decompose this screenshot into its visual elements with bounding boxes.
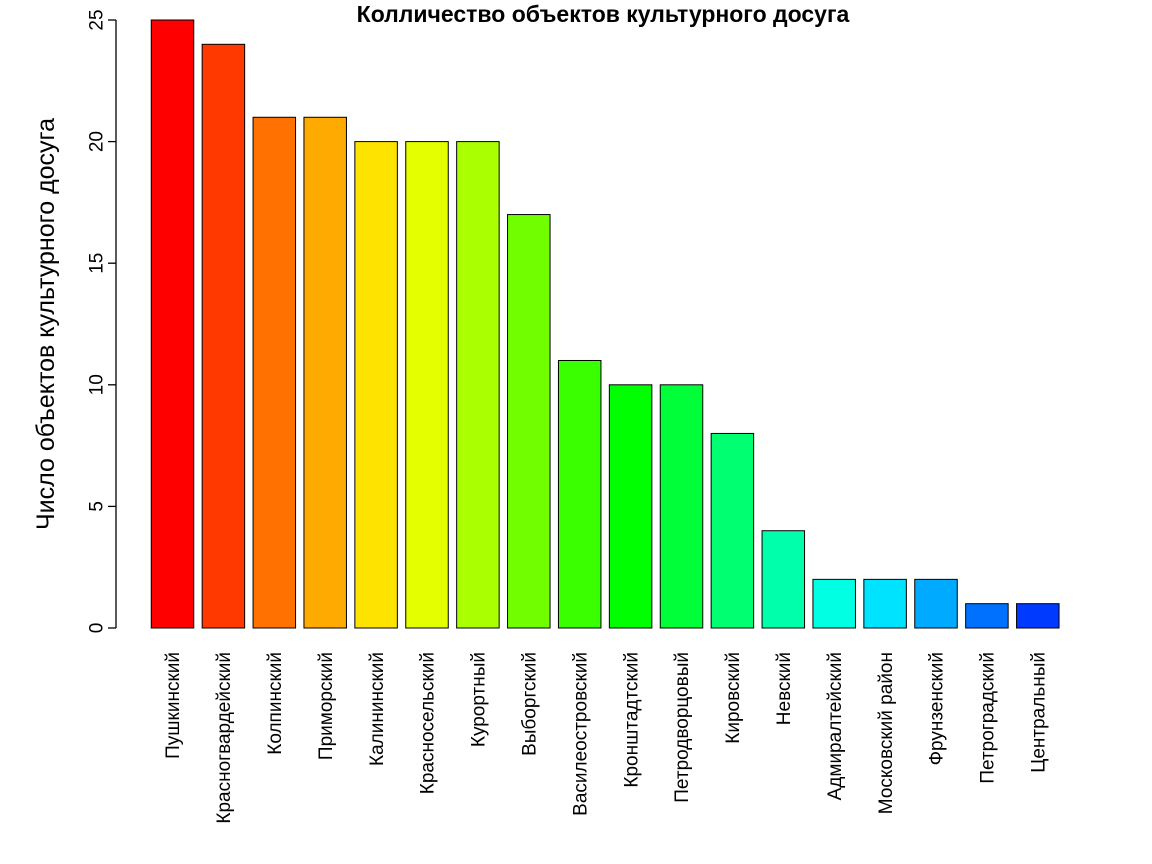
x-category-label: Адмиралтейский [825, 652, 846, 800]
x-category-label: Пушкинский [163, 652, 184, 759]
bars-group [150, 19, 1060, 629]
y-axis: 0 5 10 15 20 25 [87, 9, 117, 634]
bar [761, 530, 806, 629]
bar [965, 603, 1009, 629]
bar [354, 141, 398, 629]
x-category-label: Красногвардейский [214, 652, 235, 824]
x-category-label: Калининский [367, 652, 388, 766]
bar [557, 359, 602, 629]
bar [710, 432, 755, 629]
y-tick-label: 5 [87, 501, 108, 512]
bar [608, 384, 653, 629]
bar [405, 141, 449, 629]
y-tick-label: 15 [87, 253, 108, 274]
chart-title: Колличество объектов культурного досуга [357, 1, 850, 27]
x-category-label: Выборгский [519, 652, 540, 756]
x-category-label: Петроградский [978, 652, 999, 784]
y-tick-label: 0 [87, 623, 108, 634]
y-axis-label: Число объектов культурного досуга [32, 118, 60, 530]
x-category-label: Колпинский [265, 652, 286, 755]
y-tick-label: 20 [87, 131, 108, 152]
x-category-label: Кировский [723, 652, 744, 744]
x-category-label: Невский [774, 652, 795, 725]
bar [303, 116, 347, 629]
x-category-label: Фрунзенский [927, 652, 948, 765]
x-category-label: Курортный [469, 652, 490, 747]
bar [150, 19, 195, 629]
x-category-label: Центральный [1028, 652, 1049, 773]
bar [456, 141, 500, 629]
x-category-label: Московский район [876, 652, 897, 814]
x-category-label: Василеостровский [570, 652, 591, 816]
bar [659, 384, 704, 629]
bar [252, 116, 297, 629]
category-labels-group: Пушкинский Красногвардейский Колпинский При… [163, 652, 1049, 824]
x-category-label: Приморский [316, 652, 337, 760]
x-category-label: Кронштадтский [621, 652, 642, 788]
y-tick-label: 25 [87, 9, 108, 30]
bar [914, 578, 958, 629]
bar [201, 43, 246, 629]
bar [507, 214, 551, 629]
x-category-label: Петродворцовый [672, 652, 693, 803]
x-category-label: Красносельский [418, 652, 439, 794]
bar [1016, 603, 1060, 629]
bar [863, 578, 907, 629]
bar [812, 578, 856, 629]
y-tick-label: 10 [87, 374, 108, 395]
